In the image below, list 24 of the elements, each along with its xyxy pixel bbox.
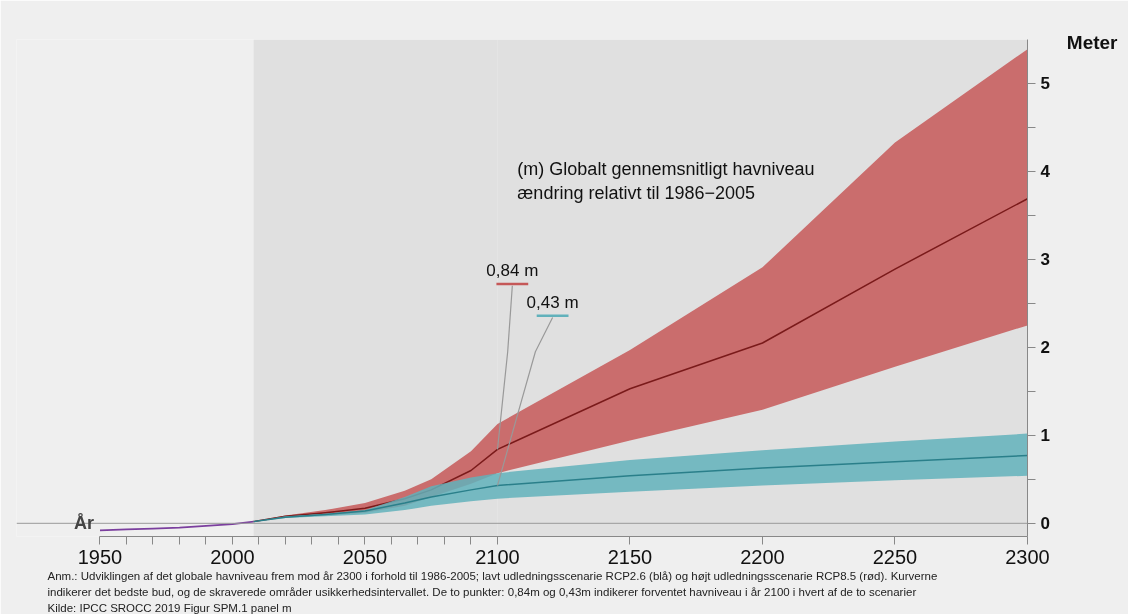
x-tick-label: 2100 (475, 545, 520, 568)
line-series (252, 454, 1028, 523)
annotation: 0,84 m (486, 261, 539, 281)
x-tick-label: 2150 (607, 545, 653, 568)
y-tick-label: 0 (1040, 514, 1050, 534)
y-axis-title: Meter (1066, 31, 1119, 53)
x-axis-title: År (73, 512, 94, 533)
text: (m) Globalt gennemsnitligt havniveau ændring relativt til 1986−2005 (517, 158, 815, 203)
x-tick-label: 2200 (740, 545, 785, 568)
x-tick-label: 2300 (1005, 545, 1050, 568)
y-tick-label: 1 (1040, 426, 1050, 446)
x-tick-label: 2050 (342, 545, 388, 568)
x-tick-label: 2000 (210, 545, 255, 568)
x-tick-label: 2250 (872, 545, 918, 568)
text: Kilde: IPCC SROCC 2019 Figur SPM.1 panel m (47, 601, 292, 614)
line-series (99, 520, 255, 532)
x-tick-label: 1950 (77, 545, 123, 568)
y-tick-label: 2 (1040, 338, 1050, 358)
y-tick-label: 4 (1040, 162, 1051, 182)
y-tick-label: 3 (1040, 250, 1050, 270)
text: Anm.: Udviklingen af det globale havniveau frem mod år 2300 i forhold til 1986-2005; lavt udledningsscenarie RCP2.6 (blå) og højt udledningsscenarie RCP8.5 (rød). Kurverne (47, 569, 938, 582)
text: indikerer det bedste bud, og de skraverede områder usikkerhedsintervallet. De to punkter: 0,84m og 0,43m indikerer forventet havniveau i år 2100 i hvert af de to scenarier (47, 585, 917, 598)
annotation: 0,43 m (526, 292, 579, 312)
y-tick-label: 5 (1040, 74, 1050, 94)
